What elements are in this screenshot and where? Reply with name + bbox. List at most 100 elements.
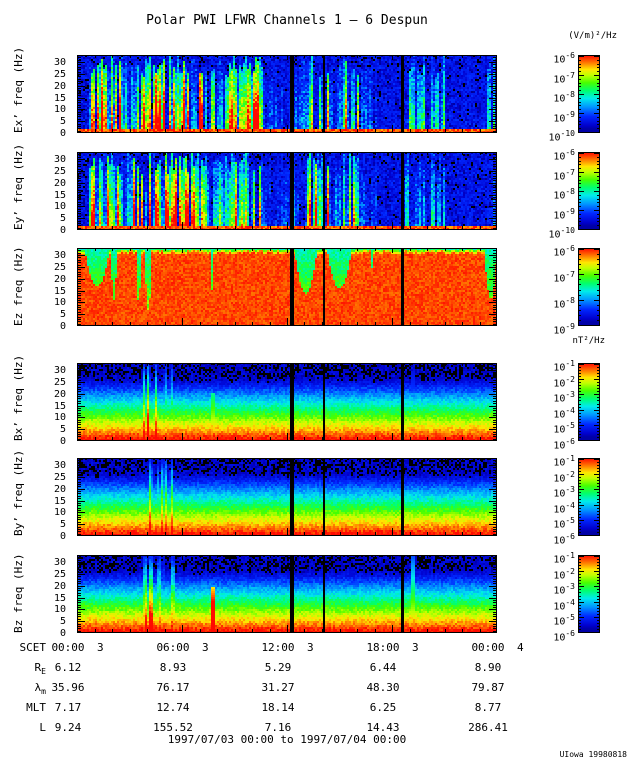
cblabel-by-5: 10-6	[553, 532, 575, 547]
footer-value-r3-c4: 8.77	[474, 701, 502, 714]
ytick-bz-15: 15	[53, 592, 66, 604]
ytick-bx-10: 10	[53, 412, 66, 424]
cblabel-ey-1: 10-7	[553, 167, 575, 182]
footer-value-r1-c2: 5.29	[264, 661, 292, 674]
cblabel-ey-4: 10-10	[548, 226, 576, 241]
ytick-bz-20: 20	[53, 580, 66, 592]
ytick-by-5: 5	[59, 519, 66, 531]
spectrogram-ey-canvas	[77, 152, 497, 230]
ytick-bz-5: 5	[59, 616, 66, 628]
cblabel-bx-1: 10-2	[553, 374, 575, 389]
ytick-bx-15: 15	[53, 400, 66, 412]
footer-row-label-r: RE	[34, 661, 46, 677]
ytick-bz-10: 10	[53, 604, 66, 616]
footer-value-r1-c1: 8.93	[159, 661, 187, 674]
ytick-ey-25: 25	[53, 165, 66, 177]
cblabel-by-3: 10-4	[553, 500, 575, 516]
ytick-ex-15: 15	[53, 92, 66, 104]
cblabel-ex-2: 10-8	[553, 90, 575, 105]
ytick-ey-15: 15	[53, 189, 66, 201]
ytick-ex-5: 5	[59, 116, 66, 128]
footer-value-r1-c4: 8.90	[474, 661, 502, 674]
ytick-ex-25: 25	[53, 68, 66, 80]
cblabel-bx-3: 10-4	[553, 405, 575, 421]
footer-value-r4-c2: 7.16	[264, 721, 292, 734]
cblabel-bz-5: 10-6	[553, 629, 575, 644]
ytick-ez-20: 20	[53, 273, 66, 285]
footer-value-r4-c1: 155.52	[153, 721, 193, 734]
ytick-bx-30: 30	[53, 365, 66, 377]
ytick-ez-10: 10	[53, 297, 66, 309]
ytick-ey-20: 20	[53, 177, 66, 189]
footer-value-r0-c2: 12:00	[261, 641, 295, 654]
footer-value-r2-c2: 31.27	[261, 681, 295, 694]
footer-value-r3-c0: 7.17	[54, 701, 82, 714]
footer-value-r2-c1: 76.17	[156, 681, 190, 694]
cblabel-bx-5: 10-6	[553, 437, 575, 452]
cblabel-bx-4: 10-5	[553, 421, 575, 436]
ytick-by-10: 10	[53, 507, 66, 519]
footer-row-label-λ: λm	[34, 681, 46, 697]
ylabel-bz: Bz freq (Hz)	[12, 553, 25, 633]
cblabel-bz-4: 10-5	[553, 613, 575, 628]
cblabel-ey-0: 10-6	[553, 148, 575, 163]
ytick-bx-0: 0	[59, 436, 66, 447]
ytick-ey-30: 30	[53, 154, 66, 166]
ylabel-ez: Ez freq (Hz)	[12, 246, 25, 326]
footer-value-r1-c3: 6.44	[369, 661, 397, 674]
ytick-by-25: 25	[53, 471, 66, 483]
ytick-ey-10: 10	[53, 201, 66, 213]
ytick-by-0: 0	[59, 531, 66, 542]
ytick-ey-0: 0	[59, 225, 66, 236]
footer-value-r4-c0: 9.24	[54, 721, 82, 734]
magnetic-units-label: nT²/Hz	[572, 336, 605, 346]
footer-row-label-mlt: MLT	[26, 701, 46, 714]
cblabel-ez-1: 10-7	[553, 270, 575, 285]
footer-value-r3-c3: 6.25	[369, 701, 397, 714]
cblabel-ex-1: 10-7	[553, 70, 575, 85]
footer-day-c0: 3	[97, 641, 104, 654]
footer-value-r0-c0: 00:00	[51, 641, 85, 654]
date-range-label: 1997/07/03 00:00 to 1997/07/04 00:00	[167, 733, 407, 746]
spectrogram-ez-canvas	[77, 248, 497, 326]
cblabel-bz-1: 10-2	[553, 566, 575, 581]
cblabel-ex-3: 10-9	[553, 109, 575, 124]
footer-value-r0-c1: 06:00	[156, 641, 190, 654]
ytick-ez-0: 0	[59, 321, 66, 332]
credit-label: UIowa 19980818	[559, 750, 627, 759]
cblabel-bx-0: 10-1	[553, 359, 575, 374]
ytick-ey-5: 5	[59, 213, 66, 225]
footer-value-r2-c4: 79.87	[471, 681, 505, 694]
colorbar-ey-canvas	[578, 152, 600, 230]
ytick-bx-5: 5	[59, 424, 66, 436]
ylabel-by: By’ freq (Hz)	[12, 449, 25, 536]
ylabel-bx: Bx’ freq (Hz)	[12, 354, 25, 441]
cblabel-ex-4: 10-10	[548, 129, 576, 144]
colorbar-bz-canvas	[578, 555, 600, 633]
colorbar-ex-canvas	[578, 55, 600, 133]
cblabel-ez-2: 10-8	[553, 296, 575, 311]
ytick-ex-10: 10	[53, 104, 66, 116]
spectrogram-bx-canvas	[77, 363, 497, 441]
ytick-ez-15: 15	[53, 285, 66, 297]
footer-day-c4: 4	[517, 641, 524, 654]
footer-value-r2-c0: 35.96	[51, 681, 85, 694]
ytick-bx-20: 20	[53, 388, 66, 400]
ylabel-ex: Ex’ freq (Hz)	[12, 46, 25, 133]
spectrogram-by-canvas	[77, 458, 497, 536]
footer-value-r2-c3: 48.30	[366, 681, 400, 694]
colorbar-bx-canvas	[578, 363, 600, 441]
ytick-bz-30: 30	[53, 557, 66, 569]
footer-day-c3: 3	[412, 641, 419, 654]
ylabel-ey: Ey’ freq (Hz)	[12, 143, 25, 230]
cblabel-bx-2: 10-3	[553, 390, 575, 405]
ytick-ex-30: 30	[53, 57, 66, 69]
colorbar-by-canvas	[578, 458, 600, 536]
chart-title: Polar PWI LFWR Channels 1 – 6 Despun	[146, 13, 428, 28]
cblabel-by-1: 10-2	[553, 469, 575, 484]
ytick-ex-0: 0	[59, 128, 66, 139]
ytick-bz-25: 25	[53, 568, 66, 580]
cblabel-ez-3: 10-9	[553, 322, 575, 337]
footer-value-r4-c3: 14.43	[366, 721, 400, 734]
